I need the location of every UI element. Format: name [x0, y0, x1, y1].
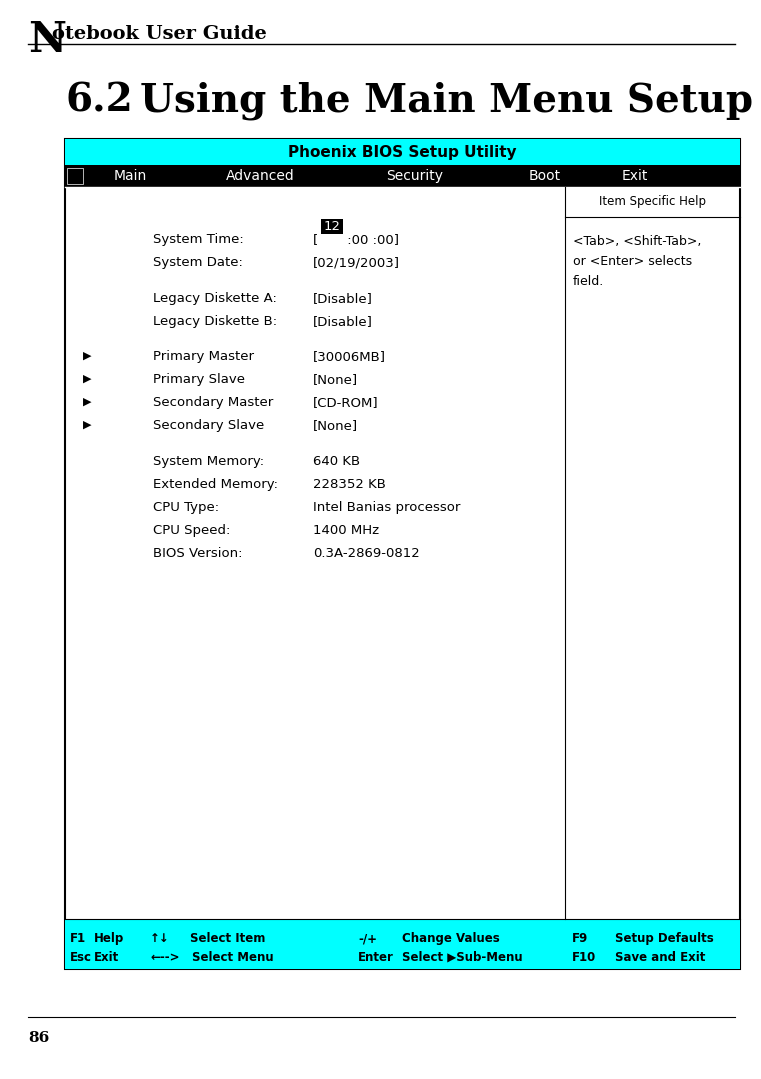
Text: F9: F9	[572, 932, 588, 945]
Text: [Disable]: [Disable]	[313, 291, 373, 304]
Text: Security: Security	[387, 169, 444, 183]
Text: Primary Slave: Primary Slave	[153, 373, 245, 386]
Bar	[321, 219, 343, 234]
Bar	[67, 168, 83, 185]
Bar	[65, 139, 740, 165]
Text: System Date:: System Date:	[153, 256, 243, 269]
Text: Exit: Exit	[622, 169, 648, 183]
Text: Advanced: Advanced	[225, 169, 295, 183]
Text: 6.2: 6.2	[65, 81, 132, 119]
Text: -/+: -/+	[358, 932, 377, 945]
Text: Secondary Slave: Secondary Slave	[153, 420, 264, 433]
Text: [30006MB]: [30006MB]	[313, 351, 386, 364]
Text: Enter: Enter	[358, 951, 394, 964]
Text: Select Item: Select Item	[190, 932, 266, 945]
Text: otebook User Guide: otebook User Guide	[52, 25, 267, 43]
Text: Legacy Diskette A:: Legacy Diskette A:	[153, 291, 277, 304]
Text: F1: F1	[70, 932, 86, 945]
Text: Item Specific Help: Item Specific Help	[599, 194, 706, 207]
Text: ▶: ▶	[83, 420, 91, 429]
Bar	[65, 165, 740, 187]
Text: [None]: [None]	[313, 420, 358, 433]
Text: Help: Help	[94, 932, 124, 945]
Text: Save and Exit: Save and Exit	[615, 951, 705, 964]
Text: 228352 KB: 228352 KB	[313, 478, 386, 491]
Text: ▶: ▶	[83, 373, 91, 383]
Text: BIOS Version:: BIOS Version:	[153, 547, 243, 560]
Text: Main: Main	[113, 169, 147, 183]
Text: CPU Type:: CPU Type:	[153, 501, 219, 514]
Text: [CD-ROM]: [CD-ROM]	[313, 396, 379, 409]
Text: ↑↓: ↑↓	[150, 932, 170, 945]
Text: 640 KB: 640 KB	[313, 455, 360, 468]
Text: ←-->: ←-->	[150, 951, 180, 964]
Bar	[65, 139, 740, 969]
Text: System Time:: System Time:	[153, 233, 244, 246]
Text: field.: field.	[573, 275, 604, 288]
Text: CPU Speed:: CPU Speed:	[153, 524, 231, 537]
Text: <Tab>, <Shift-Tab>,: <Tab>, <Shift-Tab>,	[573, 235, 702, 248]
Text: 12: 12	[323, 220, 340, 233]
Text: [Disable]: [Disable]	[313, 315, 373, 328]
Text: [None]: [None]	[313, 373, 358, 386]
Text: Intel Banias processor: Intel Banias processor	[313, 501, 460, 514]
Text: Legacy Diskette B:: Legacy Diskette B:	[153, 315, 277, 328]
Text: Select Menu: Select Menu	[192, 951, 274, 964]
Text: 0.3A-2869-0812: 0.3A-2869-0812	[313, 547, 420, 560]
Text: ▶: ▶	[83, 396, 91, 407]
Text: Secondary Master: Secondary Master	[153, 396, 273, 409]
Text: Esc: Esc	[70, 951, 92, 964]
Text: F10: F10	[572, 951, 597, 964]
Text: N: N	[28, 19, 66, 62]
Text: 86: 86	[28, 1032, 49, 1044]
Bar	[65, 919, 740, 969]
Text: [: [	[313, 233, 318, 246]
Text: [02/19/2003]: [02/19/2003]	[313, 256, 400, 269]
Text: Exit: Exit	[94, 951, 119, 964]
Text: System Memory:: System Memory:	[153, 455, 264, 468]
Text: :00 :00]: :00 :00]	[343, 233, 399, 246]
Text: Setup Defaults: Setup Defaults	[615, 932, 714, 945]
Text: 1400 MHz: 1400 MHz	[313, 524, 379, 537]
Text: Extended Memory:: Extended Memory:	[153, 478, 278, 491]
Text: or <Enter> selects: or <Enter> selects	[573, 255, 692, 268]
Text: Select ▶Sub-Menu: Select ▶Sub-Menu	[402, 951, 523, 964]
Text: Using the Main Menu Setup: Using the Main Menu Setup	[140, 81, 753, 120]
Text: Primary Master: Primary Master	[153, 351, 254, 364]
Text: Boot: Boot	[529, 169, 561, 183]
Text: ▶: ▶	[83, 351, 91, 360]
Text: Change Values: Change Values	[402, 932, 500, 945]
Text: Phoenix BIOS Setup Utility: Phoenix BIOS Setup Utility	[288, 145, 517, 160]
